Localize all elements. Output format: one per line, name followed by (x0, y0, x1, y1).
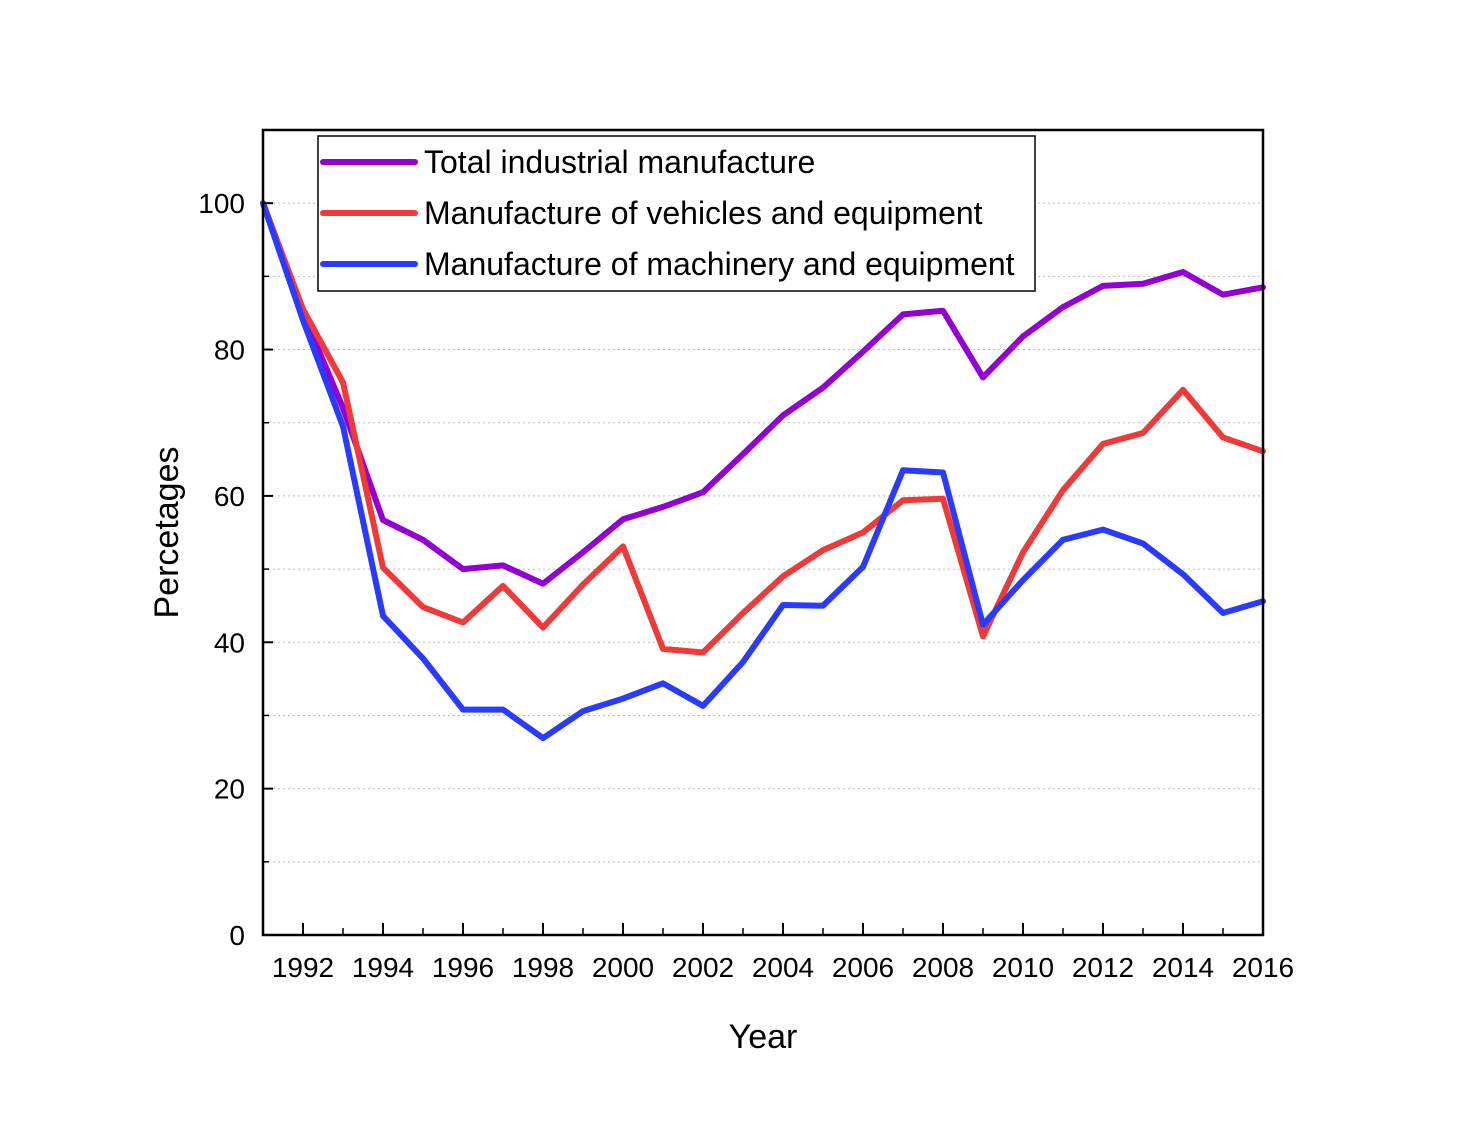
x-tick-label-1992: 1992 (272, 952, 334, 983)
x-axis-tick-labels: 1992 1994 1996 1998 2000 2002 2004 2006 2008 2010… (272, 952, 1294, 983)
y-axis-tick-labels: 0 20 40 60 80 100 (198, 188, 245, 951)
x-tick-label-1994: 1994 (352, 952, 414, 983)
series-lines (260, 200, 1266, 742)
y-tick-label-20: 20 (214, 774, 245, 805)
y-axis-title: Percetages (148, 447, 186, 619)
plot-area-frame (261, 128, 1265, 937)
y-tick-label-60: 60 (214, 481, 245, 512)
x-tick-label-2000: 2000 (592, 952, 654, 983)
x-tick-label-2012: 2012 (1072, 952, 1134, 983)
x-tick-label-1996: 1996 (432, 952, 494, 983)
series-line-3 (260, 200, 1266, 742)
legend-box (317, 135, 1036, 292)
legend-label-3: Manufacture of machinery and equipment (424, 246, 1015, 282)
y-tick-label-100: 100 (198, 188, 245, 219)
legend: Total industrial manufacture Manufacture … (317, 135, 1036, 292)
x-tick-label-2008: 2008 (912, 952, 974, 983)
legend-label-2: Manufacture of vehicles and equipment (424, 195, 983, 231)
axis-ticks (262, 202, 1264, 936)
x-axis-title: Year (729, 1018, 798, 1056)
legend-items: Total industrial manufacture Manufacture … (320, 144, 1015, 282)
x-tick-label-2010: 2010 (992, 952, 1054, 983)
x-tick-label-1998: 1998 (512, 952, 574, 983)
series-line-2 (260, 200, 1266, 656)
x-tick-label-2002: 2002 (672, 952, 734, 983)
x-tick-label-2004: 2004 (752, 952, 814, 983)
y-tick-label-80: 80 (214, 335, 245, 366)
legend-label-1: Total industrial manufacture (424, 144, 815, 180)
y-tick-label-40: 40 (214, 627, 245, 658)
x-tick-label-2014: 2014 (1152, 952, 1214, 983)
x-tick-label-2016: 2016 (1232, 952, 1294, 983)
series-line-1 (260, 200, 1266, 587)
y-tick-label-0: 0 (229, 920, 245, 951)
x-tick-label-2006: 2006 (832, 952, 894, 983)
